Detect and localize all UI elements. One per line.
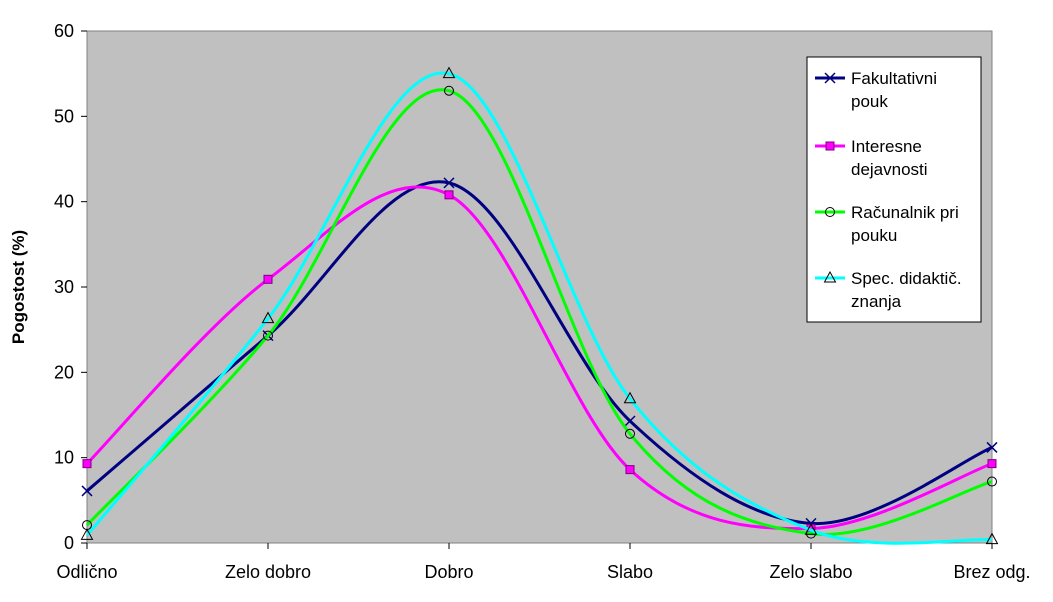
series-4: [80, 66, 999, 545]
series-line: [85, 71, 993, 545]
data-point: [444, 85, 454, 96]
legend: Fakultativni pouk Interesne dejavnosti Račun…: [806, 56, 982, 323]
legend-marker: [823, 270, 837, 283]
data-point: [625, 465, 635, 475]
y-axis-label: Pogostost (%): [9, 230, 28, 344]
data-point: [624, 415, 636, 427]
legend-entry: Računalnik pri pouku: [815, 203, 959, 245]
data-point: [442, 66, 456, 79]
data-point: [444, 190, 454, 200]
x-tick-label: Brez odg.: [953, 562, 1030, 582]
series-line: [85, 88, 993, 536]
legend-label: dejavnosti: [851, 160, 928, 179]
legend-label: Fakultativni: [851, 69, 937, 88]
legend-marker: [825, 141, 835, 151]
legend-entry: Interesne dejavnosti: [815, 137, 928, 179]
data-point: [263, 274, 273, 284]
x-tick-label: Odlično: [56, 562, 117, 582]
x-axis: Odlično Zelo dobro Dobro Slabo Zelo slabo Bre…: [56, 543, 1031, 582]
legend-label: Spec. didaktič.: [851, 269, 962, 288]
x-tick-label: Slabo: [607, 562, 653, 582]
x-tick-label: Dobro: [424, 562, 473, 582]
legend-marker: [824, 72, 836, 84]
series-3: [82, 85, 997, 539]
series-line: [86, 180, 993, 525]
x-tick-label: Zelo dobro: [225, 562, 311, 582]
series-line: [85, 185, 993, 531]
legend-marker: [825, 207, 835, 217]
y-tick-label: 30: [54, 277, 74, 297]
data-point: [804, 523, 818, 535]
data-point: [987, 476, 997, 487]
legend-label: Računalnik pri: [851, 203, 959, 222]
y-tick-label: 10: [54, 448, 74, 468]
data-point: [625, 428, 635, 439]
y-axis: 0 10 20 30 40 50 60: [54, 21, 87, 553]
legend-entry: Fakultativni pouk: [815, 69, 937, 111]
y-tick-label: 50: [54, 106, 74, 126]
legend-entry: Spec. didaktič. znanja: [815, 269, 962, 311]
data-point: [985, 532, 999, 545]
legend-label: znanja: [851, 292, 902, 311]
data-point: [81, 485, 93, 497]
y-tick-label: 0: [64, 533, 74, 553]
legend-label: pouku: [851, 226, 897, 245]
data-point: [443, 177, 455, 189]
y-tick-label: 20: [54, 362, 74, 382]
legend-label: pouk: [851, 92, 888, 111]
data-point: [80, 528, 94, 540]
y-tick-label: 40: [54, 192, 74, 212]
legend-label: Interesne: [851, 137, 922, 156]
data-point: [987, 459, 997, 469]
y-tick-label: 60: [54, 21, 74, 41]
data-point: [82, 459, 92, 469]
data-point: [263, 330, 273, 341]
series-2: [82, 185, 997, 533]
x-tick-label: Zelo slabo: [769, 562, 852, 582]
data-point: [261, 311, 275, 324]
series-layer: [80, 66, 999, 545]
data-point: [623, 391, 637, 404]
data-point: [986, 441, 998, 453]
